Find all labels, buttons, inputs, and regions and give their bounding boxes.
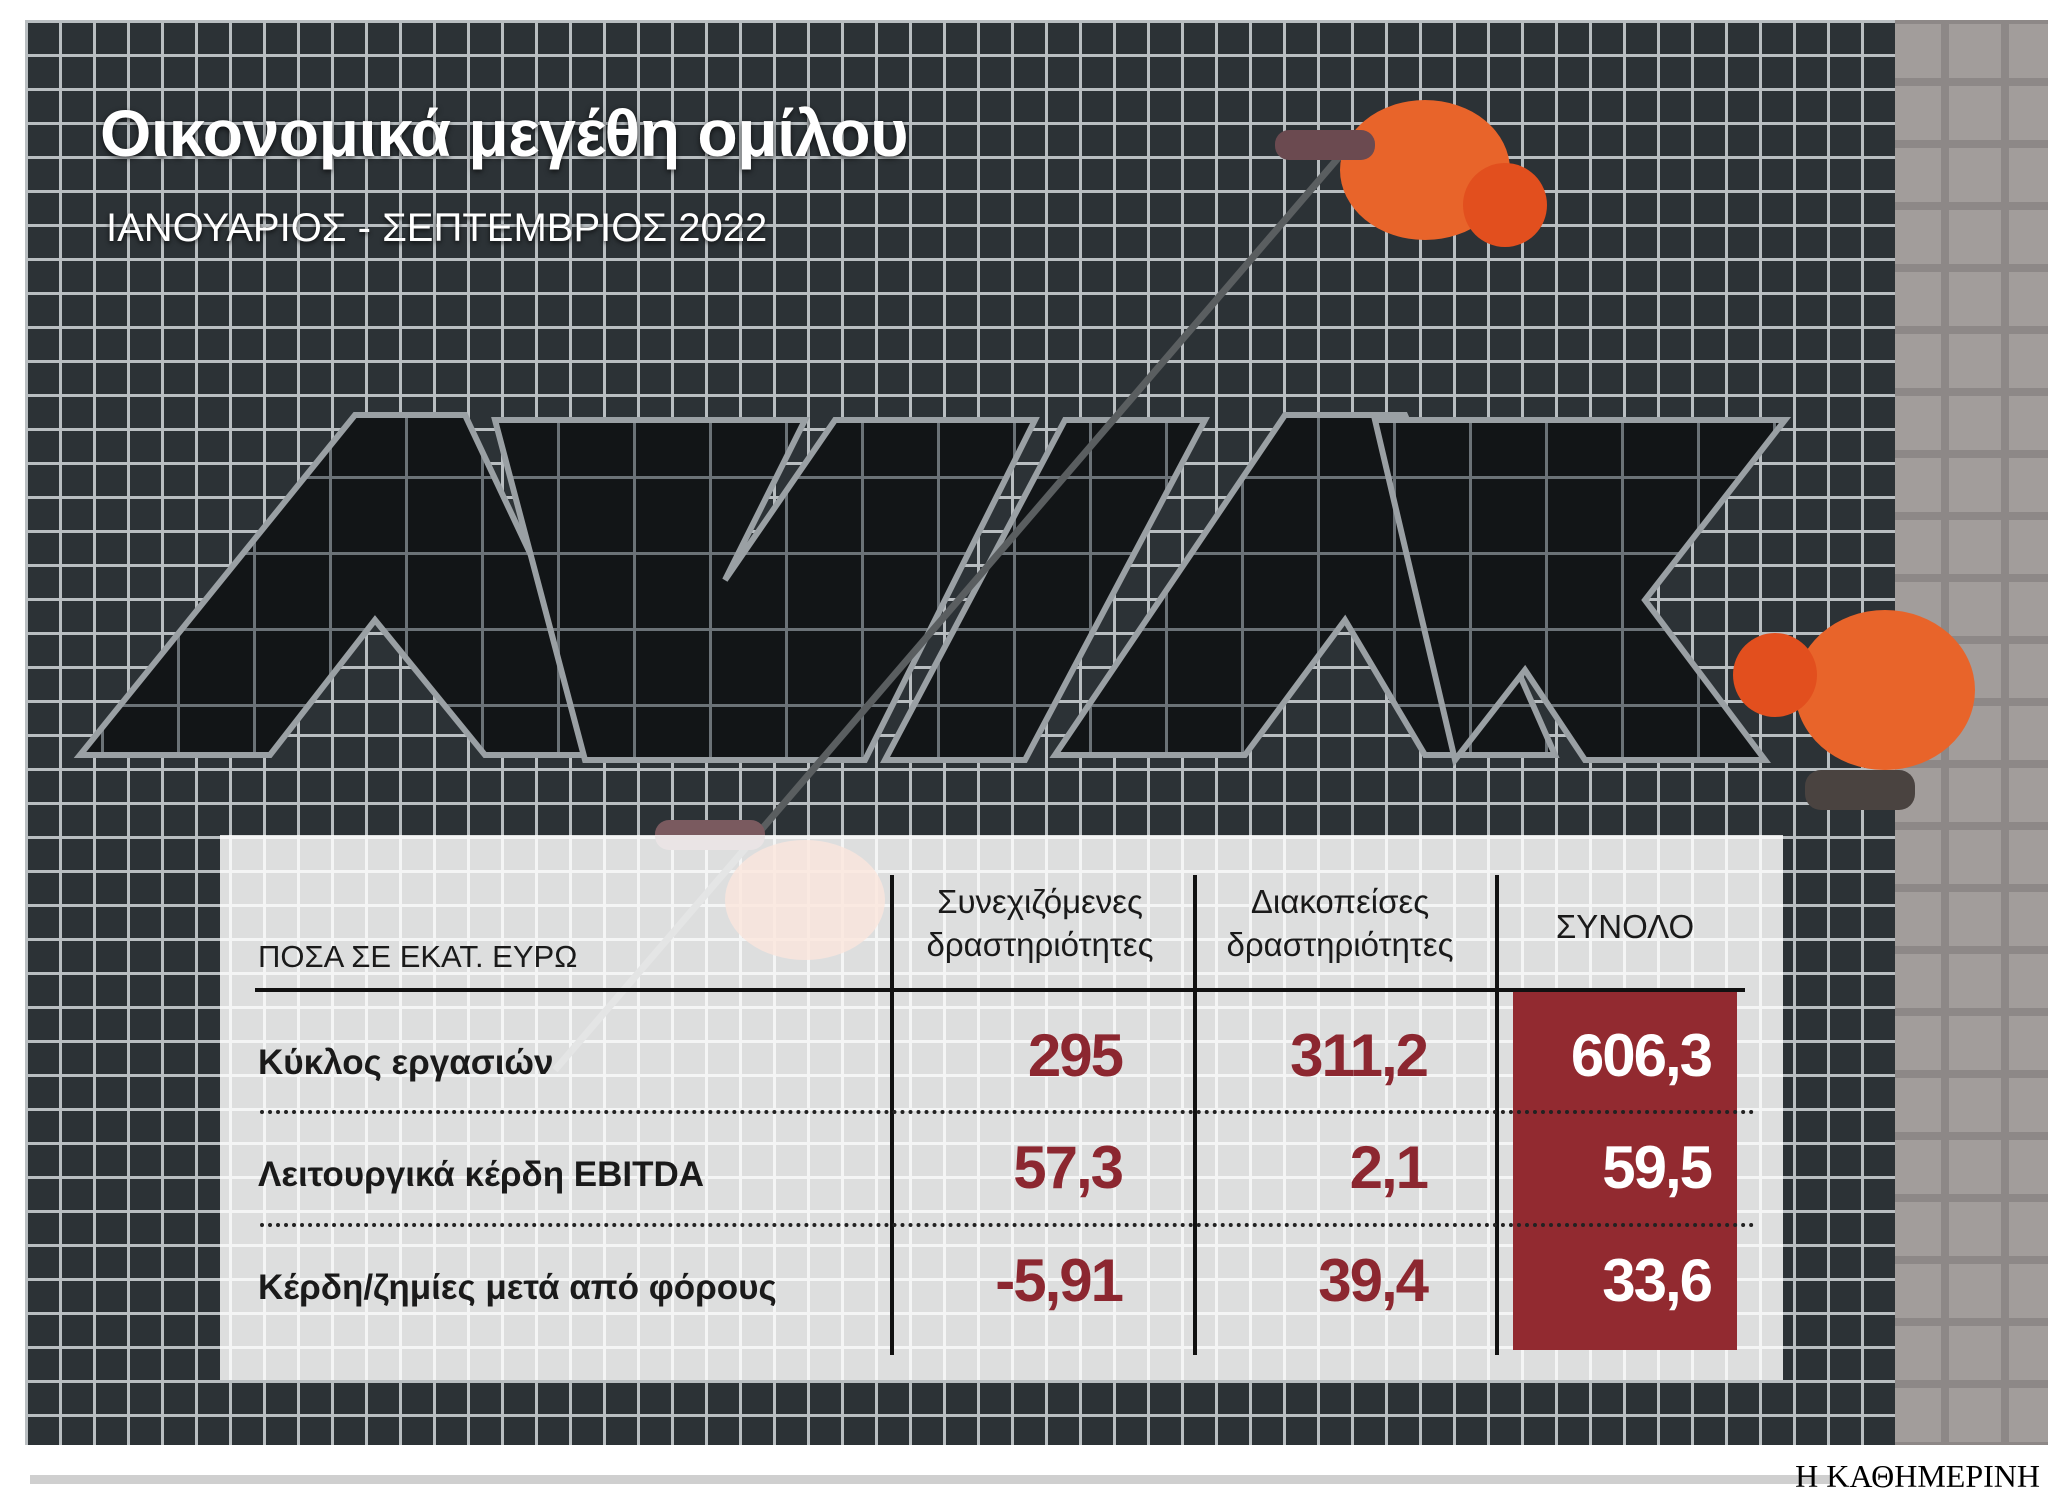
worker-top: [1275, 100, 1547, 247]
row-separator: [260, 1110, 1755, 1114]
value-cell: 39,4: [1318, 1247, 1429, 1314]
value-cell-total: 606,3: [1570, 1022, 1713, 1089]
background-photo-grating: [25, 20, 2048, 1445]
total-column-highlight: [1513, 990, 1737, 1350]
column-header-continuing: Συνεχιζόμενες δραστηριότητες: [926, 883, 1154, 963]
logo-letters: [73, 412, 1792, 767]
data-table: ΠΟΣΑ ΣΕ ΕΚΑΤ. ΕΥΡΩ Συνεχιζόμενες δραστηρ…: [220, 835, 1783, 1380]
header-rule: [255, 988, 1745, 992]
column-header-total: ΣΥΝΟΛΟ: [1555, 908, 1695, 945]
row-label: Κέρδη/ζημίες μετά από φόρους: [258, 1268, 777, 1307]
row-label: Κύκλος εργασιών: [258, 1043, 554, 1082]
value-cell-total: 33,6: [1602, 1247, 1713, 1314]
worker-right: [1733, 610, 1975, 810]
value-cell-total: 59,5: [1602, 1134, 1713, 1201]
column-header-discontinued: Διακοπείσες δραστηριότητες: [1226, 883, 1454, 963]
value-cell: -5,91: [995, 1247, 1124, 1314]
value-cell: 57,3: [1013, 1134, 1124, 1201]
chart-subtitle: ΙΑΝΟΥΑΡΙΟΣ - ΣΕΠΤΕΜΒΡΙΟΣ 2022: [106, 206, 768, 250]
publisher-logo: Η ΚΑΘΗΜΕΡΙΝΗ: [1795, 1458, 2040, 1494]
chart-title: Οικονομικά μεγέθη ομίλου: [100, 96, 909, 170]
unit-label: ΠΟΣΑ ΣΕ ΕΚΑΤ. ΕΥΡΩ: [258, 939, 578, 974]
column-divider: [1495, 875, 1499, 1355]
column-divider: [1193, 875, 1197, 1355]
value-cell: 2,1: [1349, 1134, 1429, 1201]
row-label: Λειτουργικά κέρδη EBITDA: [258, 1155, 705, 1194]
value-cell: 311,2: [1290, 1022, 1429, 1089]
column-divider: [890, 875, 894, 1355]
row-separator: [260, 1223, 1755, 1227]
value-cell: 295: [1027, 1022, 1124, 1089]
footer-rule: [30, 1475, 1830, 1484]
